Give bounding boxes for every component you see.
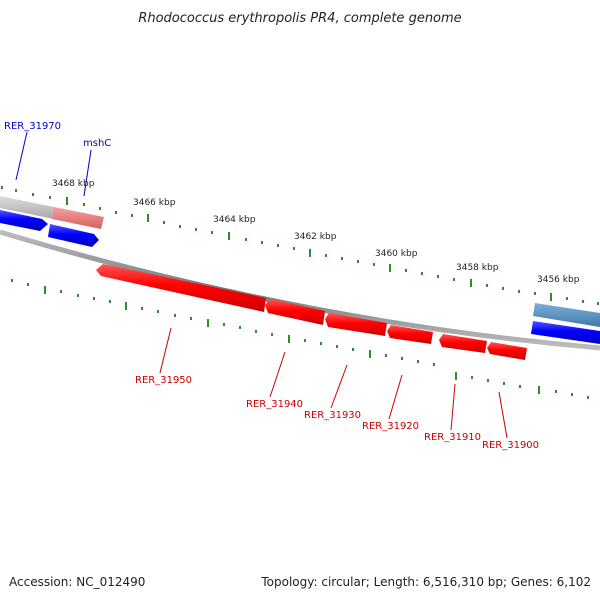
gene-label-RER-31900[interactable]: RER_31900 [482, 440, 539, 451]
feature-grey-segment [0, 196, 54, 219]
leader-lines-forward [15, 131, 92, 197]
gene-RER-31940-arrow[interactable] [265, 299, 325, 325]
scale-label-3466: 3466 kbp [133, 198, 176, 208]
reverse-features [96, 264, 527, 360]
feature-steel-segment [533, 303, 600, 327]
gene-label-RER-31910[interactable]: RER_31910 [424, 432, 481, 443]
accession-text: Accession: NC_012490 [9, 575, 145, 589]
scale-ticks-inner [11, 279, 589, 399]
gene-label-RER-31920[interactable]: RER_31920 [362, 421, 419, 432]
scale-label-3462: 3462 kbp [294, 232, 337, 242]
scale-ticks-outer [1, 186, 599, 305]
gene-forward-right-arrow[interactable] [531, 321, 600, 344]
map-title: Rhodococcus erythropolis PR4, complete g… [138, 11, 461, 26]
gene-RER-31970-arrow[interactable] [0, 210, 48, 231]
leader-lines-reverse [159, 327, 508, 439]
genome-backbone [0, 229, 600, 351]
feature-mshC-pink[interactable] [52, 207, 104, 229]
scale-label-3464: 3464 kbp [213, 215, 256, 225]
scale-label-3458: 3458 kbp [456, 263, 499, 273]
gene-label-RER-31950[interactable]: RER_31950 [135, 375, 192, 386]
gene-RER-31950-arrow[interactable] [96, 264, 266, 312]
forward-features [0, 196, 600, 344]
genome-summary-text: Topology: circular; Length: 6,516,310 bp… [260, 575, 591, 589]
gene-RER-31920-arrow[interactable] [387, 325, 433, 344]
gene-label-RER-31970[interactable]: RER_31970 [4, 121, 61, 132]
gene-RER-31910-arrow[interactable] [439, 334, 487, 353]
gene-RER-31930-arrow[interactable] [325, 313, 387, 336]
scale-label-3456: 3456 kbp [537, 275, 580, 285]
gene-label-mshC[interactable]: mshC [83, 138, 111, 149]
scale-label-3468: 3468 kbp [52, 179, 95, 189]
gene-label-RER-31930[interactable]: RER_31930 [304, 410, 361, 421]
gene-label-RER-31940[interactable]: RER_31940 [246, 399, 303, 410]
gene-RER-31900-arrow[interactable] [487, 342, 527, 360]
scale-labels: 3468 kbp 3466 kbp 3464 kbp 3462 kbp 3460… [52, 179, 580, 285]
scale-label-3460: 3460 kbp [375, 249, 418, 259]
gene-labels: RER_31970 mshC RER_31950 RER_31940 RER_3… [4, 121, 539, 451]
gene-mshC-arrow[interactable] [48, 224, 99, 247]
